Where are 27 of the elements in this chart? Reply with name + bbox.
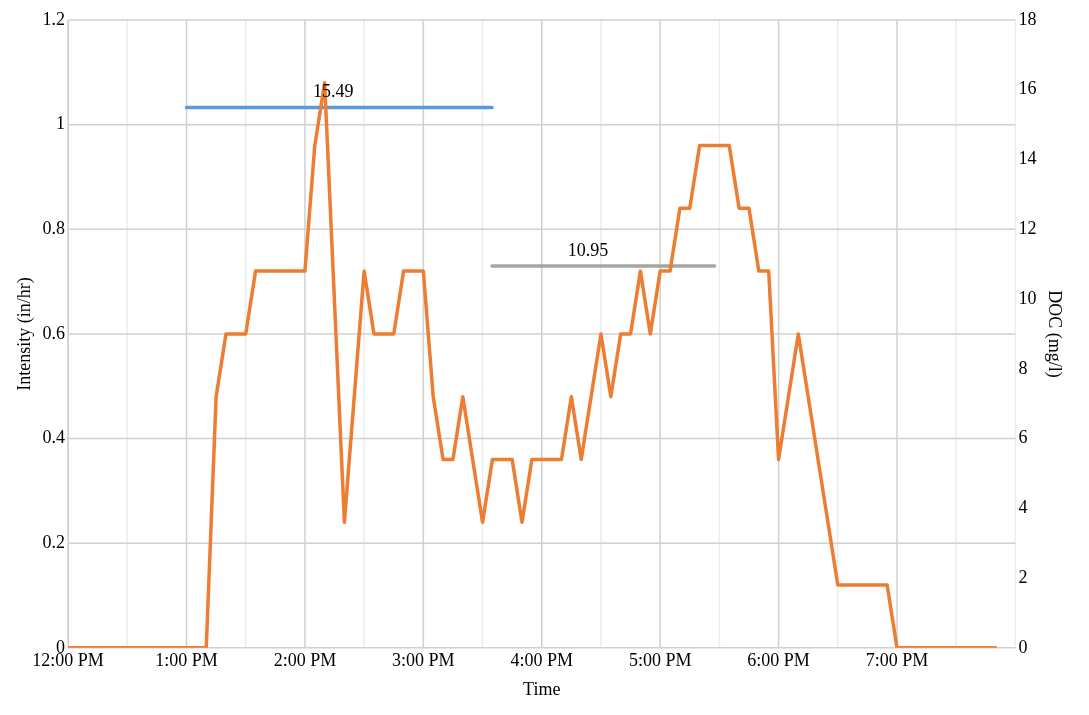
y2-tick-label: 12 xyxy=(1018,218,1037,238)
y-tick-label: 0.6 xyxy=(42,322,66,343)
y-tick-label: 1.2 xyxy=(42,8,66,29)
y-tick-label: 0.8 xyxy=(42,218,66,238)
y2-tick-label: 0 xyxy=(1018,636,1028,657)
y-axis-title: Intensity (in/hr) xyxy=(13,277,35,391)
y2-tick-label: 8 xyxy=(1018,357,1028,378)
x-tick-label: 6:00 PM xyxy=(747,650,810,671)
y-tick-label: 1 xyxy=(56,113,66,134)
y2-tick-label: 14 xyxy=(1018,148,1037,169)
x-tick-label: 5:00 PM xyxy=(628,650,692,671)
y2-tick-label: 16 xyxy=(1018,78,1037,99)
y2-tick-label: 10 xyxy=(1018,287,1037,308)
x-tick-label: 3:00 PM xyxy=(392,650,455,671)
x-tick-label: 1:00 PM xyxy=(155,650,218,671)
y2-tick-label: 6 xyxy=(1018,427,1028,448)
y2-tick-label: 4 xyxy=(1018,497,1028,518)
y2-tick-label: 2 xyxy=(1018,566,1028,587)
data-label: 10.95 xyxy=(567,239,609,260)
y2-tick-label: 18 xyxy=(1018,8,1037,29)
x-tick-label: 2:00 PM xyxy=(273,650,337,671)
x-axis-title: Time xyxy=(523,678,561,699)
y-tick-label: 0.2 xyxy=(42,531,66,552)
x-tick-label: 4:00 PM xyxy=(510,650,574,671)
y2-axis-title: DOC (mg/l) xyxy=(1044,290,1066,378)
y-tick-label: 0.4 xyxy=(42,427,66,448)
x-tick-label: 7:00 PM xyxy=(865,650,929,671)
